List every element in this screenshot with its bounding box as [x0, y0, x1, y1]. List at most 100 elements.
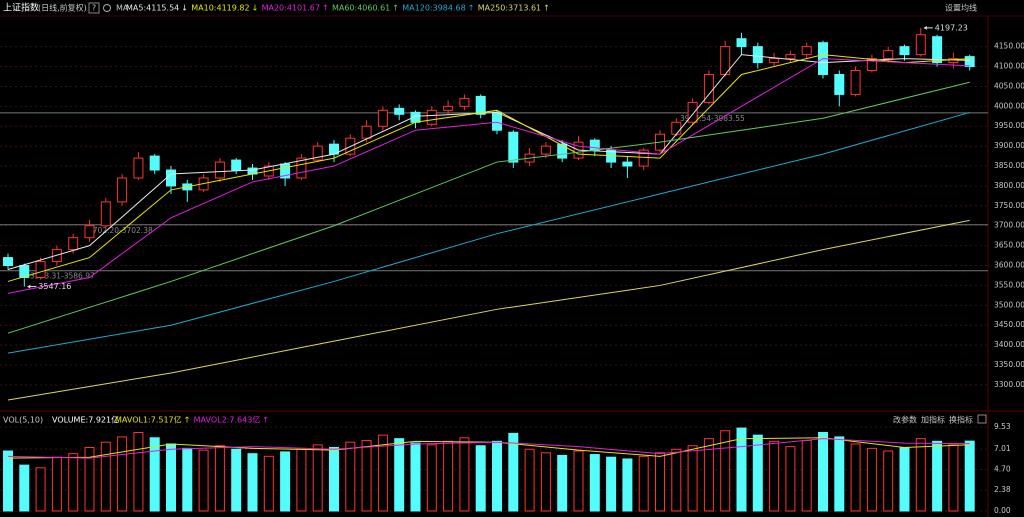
candle-body: [540, 145, 551, 155]
close-button[interactable]: [977, 414, 987, 424]
candle-body: [622, 161, 633, 167]
candle-body: [964, 56, 975, 68]
volume-bar: [703, 438, 714, 512]
volume-bar: [231, 448, 242, 512]
volume-bar: [394, 438, 405, 512]
candle-body: [459, 97, 470, 107]
volume-bar: [492, 440, 502, 512]
ma-line: [7, 111, 970, 354]
ma-trend: ↑: [543, 4, 550, 13]
y-tick-label: 3650.00: [994, 241, 1024, 250]
volume-bar: [296, 447, 307, 512]
candle-body: [589, 139, 600, 151]
volume-bar: [198, 449, 209, 512]
y-tick-label: 9.53: [994, 422, 1011, 431]
chart-title: 上证指数: [3, 2, 39, 14]
candle-body: [166, 169, 176, 187]
volume-bar: [606, 456, 617, 512]
mavol-trend: ↑: [184, 416, 191, 425]
volume-bar: [84, 446, 95, 512]
volume-bar: [19, 464, 30, 512]
ma-line: [7, 54, 970, 270]
volume-bar: [524, 448, 535, 512]
candle-body: [19, 265, 30, 278]
candle-body: [117, 177, 128, 203]
ma-legend: MA60:4060.61: [332, 4, 390, 13]
candle-body: [687, 101, 698, 123]
candle-body: [915, 34, 926, 56]
ma-trend: ↓: [252, 4, 259, 13]
mavol-legend: MAVOL1:7.517亿: [115, 415, 182, 425]
volume-bar: [736, 427, 747, 512]
candle-body: [100, 201, 111, 227]
candle-body: [899, 46, 910, 56]
candle-body: [214, 161, 225, 179]
volume-bar: [622, 458, 633, 512]
volume-bar: [410, 442, 421, 512]
candle-body: [638, 149, 649, 167]
volume-bar: [834, 436, 845, 512]
y-tick-label: 4100.00: [994, 62, 1024, 71]
mavol-legend: MAVOL2:7.643亿: [194, 415, 261, 425]
candle-body: [84, 225, 95, 239]
candle-body: [883, 50, 894, 60]
candle-body: [801, 46, 812, 56]
volume-bar: [51, 456, 62, 512]
ma-trend: ↑: [322, 4, 329, 13]
volume-bar: [280, 451, 291, 512]
volume-bar: [247, 453, 258, 512]
y-tick-label: 3900.00: [994, 141, 1024, 150]
candle-body: [785, 54, 796, 60]
volume-bar: [68, 453, 79, 512]
indicator-button[interactable]: 加指标: [921, 415, 945, 425]
ma-trend: ↓: [181, 4, 188, 13]
volume-bar: [100, 441, 111, 512]
help-button[interactable]: [88, 2, 100, 14]
volume-bar: [655, 452, 665, 512]
ma-line: [7, 219, 970, 401]
annotation-label: 4197.23: [935, 23, 968, 32]
y-tick-label: 3350.00: [994, 360, 1024, 369]
volume-bar: [948, 444, 959, 512]
y-tick-label: 4050.00: [994, 81, 1024, 90]
y-tick-label: 3400.00: [994, 340, 1024, 349]
level-label: 3593.31-3586.97: [30, 272, 95, 281]
volume-bar: [35, 467, 46, 512]
ma-legend: MA120:3984.68: [402, 4, 465, 13]
candle-body: [312, 145, 323, 161]
volume-bar: [573, 450, 584, 512]
volume-bar: [785, 446, 796, 512]
level-label: 3702.20-3702.38: [88, 226, 153, 235]
candle-body: [426, 109, 437, 125]
y-tick-label: 7.01: [994, 444, 1011, 453]
ma-legend: MA10:4119.82: [191, 4, 249, 13]
candle-body: [68, 237, 79, 251]
volume-bar: [214, 445, 225, 512]
gear-icon[interactable]: [103, 4, 111, 12]
y-tick-label: 3850.00: [994, 161, 1024, 170]
candle-body: [296, 157, 307, 179]
y-tick-label: 3550.00: [994, 280, 1024, 289]
settings-button[interactable]: 设置均线: [945, 3, 977, 13]
indicator-button[interactable]: 换指标: [949, 415, 973, 425]
ma-line: [7, 81, 970, 334]
ma-legend: MA250:3713.61: [478, 4, 541, 13]
candle-body: [557, 143, 568, 159]
volume-bar: [801, 439, 812, 512]
candle-body: [769, 58, 780, 64]
mavol-trend: ↑: [262, 416, 269, 425]
mavol-line: [7, 438, 970, 459]
volume-bar: [964, 440, 975, 512]
candle-body: [671, 121, 682, 135]
volume-bar: [133, 431, 144, 512]
y-tick-label: 3300.00: [994, 380, 1024, 389]
volume-bar: [117, 436, 128, 512]
help-text[interactable]: ?: [92, 4, 96, 13]
volume-bar: [361, 439, 372, 512]
indicator-button[interactable]: 改参数: [893, 415, 917, 425]
candle-body: [361, 125, 372, 139]
candle-body: [35, 261, 46, 278]
volume-bar: [671, 448, 682, 512]
volume-bar: [508, 432, 519, 512]
